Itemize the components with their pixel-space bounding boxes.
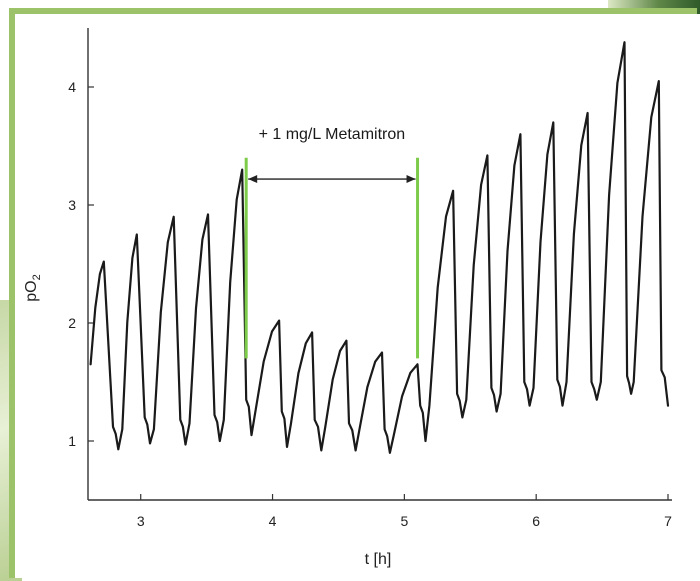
y-tick-label-3: 3 xyxy=(68,197,76,213)
annotation: + 1 mg/L Metamitron xyxy=(244,126,420,359)
x-tick-label-7: 7 xyxy=(664,513,672,529)
figure-frame xyxy=(9,8,697,578)
metamitron-annotation-label: + 1 mg/L Metamitron xyxy=(259,126,406,143)
ticks: 3 4 5 6 7 1 2 3 4 xyxy=(68,79,672,529)
y-tick-label-4: 4 xyxy=(68,79,76,95)
x-tick-label-5: 5 xyxy=(400,513,408,529)
y-axis-title-main: pO xyxy=(23,280,40,301)
arrow-right-head xyxy=(406,175,416,184)
x-tick-label-6: 6 xyxy=(532,513,540,529)
x-axis-title: t [h] xyxy=(365,551,392,568)
x-tick-label-4: 4 xyxy=(269,513,277,529)
y-axis-title-subscript: 2 xyxy=(31,274,43,280)
axes xyxy=(87,28,672,501)
x-tick-label-3: 3 xyxy=(137,513,145,529)
po2-series-line xyxy=(89,41,670,454)
arrow-left-head xyxy=(248,175,258,184)
y-axis-title: pO2 xyxy=(23,274,43,301)
y-tick-label-1: 1 xyxy=(68,433,76,449)
y-tick-label-2: 2 xyxy=(68,315,76,331)
